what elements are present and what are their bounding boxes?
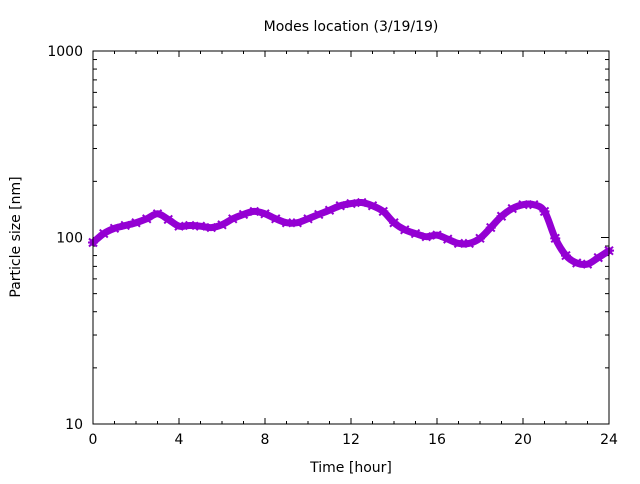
data-point [475,233,485,244]
data-point [367,201,378,211]
data-point [281,218,292,228]
x-tick-label: 0 [89,432,98,448]
data-point [507,203,518,214]
data-point [389,218,399,228]
data-point [432,230,442,240]
data-point [421,231,432,242]
data-point [313,209,324,220]
data-point [410,228,421,239]
data-point [195,221,206,231]
x-tick-label: 16 [428,432,446,448]
data-point [582,259,593,269]
data-point [324,205,335,215]
y-tick-label: 100 [56,231,83,247]
data-point [346,198,356,209]
data-point [303,214,313,224]
data-point [98,228,109,239]
data-point [561,250,571,261]
data-point [152,209,163,219]
data-point [539,206,550,217]
data-point [249,206,260,217]
data-point [593,252,604,263]
y-axis-label: Particle size [nm] [8,176,24,297]
data-point [528,199,539,210]
x-tick-label: 8 [261,432,270,448]
plot-frame [92,50,610,425]
chart-title: Modes location (3/19/19) [264,19,439,35]
data-point [571,258,582,268]
data-point [485,222,496,233]
y-tick-label: 10 [65,417,83,433]
data-point [270,214,281,224]
data-point [238,209,249,220]
series-group [88,197,614,269]
data-point [453,238,464,249]
axis-ticks: 0 4 8 12 16 20 24 10 100 1000 [47,44,618,448]
data-point [260,209,270,219]
data-point [109,223,120,234]
x-tick-label: 4 [175,432,184,448]
data-point [356,197,367,208]
data-point [442,234,453,244]
data-point [399,225,410,235]
data-point [518,199,528,210]
series-line [89,198,613,269]
data-point [496,211,507,221]
data-point [217,220,227,230]
data-point [163,214,174,225]
x-tick-label: 12 [342,432,360,448]
data-point [141,214,152,224]
data-point [464,238,475,249]
data-point [378,206,389,217]
data-point [184,220,195,231]
x-tick-label: 20 [514,432,532,448]
data-point [120,220,131,231]
data-point [335,201,346,211]
data-point [174,221,184,231]
x-tick-label: 24 [600,432,618,448]
data-point [131,218,141,228]
data-point [227,214,238,224]
data-point [206,222,217,233]
x-axis-label: Time [hour] [309,460,392,476]
data-point [292,218,303,228]
data-point [550,233,561,244]
y-tick-label: 1000 [47,44,83,60]
